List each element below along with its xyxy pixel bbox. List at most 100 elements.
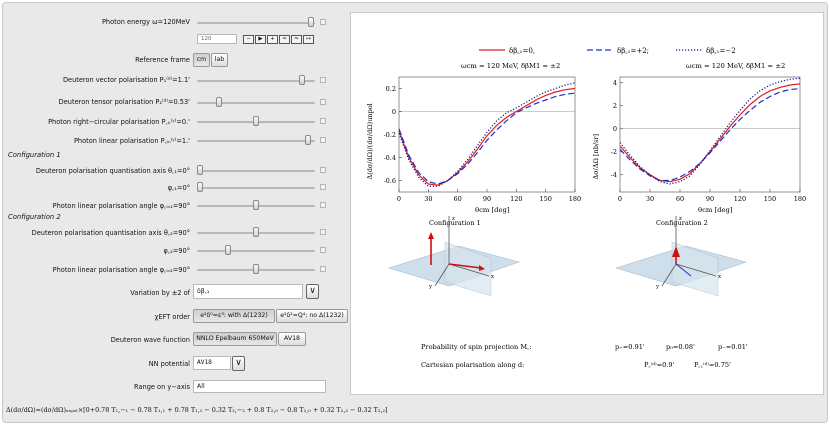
nn-potential-select[interactable]: AV18 xyxy=(193,356,231,370)
p-zero-value: p₀=0.08' xyxy=(666,343,695,351)
top-sliders-label-1: Deuteron tensor polarisation P₂⁽ᵈ⁾=0.53' xyxy=(58,98,190,106)
top-sliders-expand-icon-2[interactable] xyxy=(320,118,326,124)
y-range-label: Range on y−axis xyxy=(134,383,190,391)
top-sliders-slider-1[interactable] xyxy=(197,102,315,104)
photon-energy-value-field[interactable]: 120 xyxy=(197,34,237,44)
c1-sliders-slider-1[interactable] xyxy=(197,187,315,189)
c1-sliders-thumb-2[interactable] xyxy=(252,200,259,210)
top-sliders-expand-icon-3[interactable] xyxy=(320,137,326,143)
c2-sliders-expand-icon-0[interactable] xyxy=(320,229,326,235)
variation-dropdown-icon[interactable]: ∨ xyxy=(306,284,319,299)
chart1-xtick-label-5: 150 xyxy=(764,195,776,203)
top-sliders-label-3: Photon linear polarisation P꜀ᵢₙ⁽ʸ⁾=1.' xyxy=(73,137,190,145)
animator-button-3[interactable]: ≈ xyxy=(279,35,290,44)
top-sliders-label-0: Deuteron vector polarisation P₁⁽ᵈ⁾=1.1' xyxy=(62,76,190,84)
config2-photon-arrow xyxy=(675,263,692,277)
p-minus-value: p₋=0.01' xyxy=(718,343,748,351)
eft-order-with-delta-button[interactable]: e²δ⁰=ε³: with Δ(1232) xyxy=(193,309,275,323)
config1-spin-arrowhead xyxy=(428,232,434,239)
pz-value: P꜀⁽ᵈ⁾=0.9' xyxy=(644,361,675,369)
chart0-series-1-line xyxy=(398,92,576,185)
chart0-ytick-label-4: 0.2 xyxy=(386,85,396,93)
polarisation-formula: Δ(dσ/dΩ)=(dσ/dΩ)ᵤₙₚₒₗ×[0+0.78 T₁,−₁ − 0.… xyxy=(6,406,388,414)
c2-sliders-slider-1[interactable] xyxy=(197,250,315,252)
top-sliders-slider-3[interactable] xyxy=(197,140,315,142)
config2-heading: Configuration 2 xyxy=(8,213,61,221)
frame-lab-button[interactable]: lab xyxy=(211,53,228,67)
c2-sliders-thumb-2[interactable] xyxy=(252,264,259,274)
c2-sliders-expand-icon-1[interactable] xyxy=(320,247,326,253)
config1-heading: Configuration 1 xyxy=(8,151,61,159)
legend-label-0: δβ꜀₁=0, xyxy=(509,47,535,55)
config1-z-label: z xyxy=(452,216,455,222)
photon-energy-label: Photon energy ω=120MeV xyxy=(101,18,190,26)
photon-energy-thumb[interactable] xyxy=(308,17,314,27)
c2-sliders-thumb-0[interactable] xyxy=(252,227,259,237)
photon-energy-slider[interactable] xyxy=(197,22,315,24)
wave-function-av18-button[interactable]: AV18 xyxy=(278,332,306,346)
config2-y-axis xyxy=(661,263,677,287)
chart0-ytick-label-1: -0.4 xyxy=(383,154,396,162)
c2-sliders-thumb-1[interactable] xyxy=(224,245,231,255)
eft-order-no-delta-button[interactable]: e²δ²=Q⁴: no Δ(1232) xyxy=(276,309,348,323)
c2-sliders-expand-icon-2[interactable] xyxy=(320,266,326,272)
chart1-xtick-label-4: 120 xyxy=(734,195,746,203)
top-sliders-thumb-1[interactable] xyxy=(215,97,222,107)
legend-label-2: δβ꜀₁=−2 xyxy=(706,47,736,55)
animator-button-2[interactable]: + xyxy=(267,35,278,44)
chart1-xlabel: θcm [deg] xyxy=(698,206,733,214)
top-sliders-thumb-0[interactable] xyxy=(299,75,306,85)
c1-sliders-label-2: Photon linear polarisation angle φ꜀ᵢₙ₁=9… xyxy=(52,202,190,210)
c1-sliders-expand-icon-2[interactable] xyxy=(320,202,326,208)
chart0-series-0-line xyxy=(398,87,576,186)
top-sliders-thumb-2[interactable] xyxy=(252,116,259,126)
wave-function-nnlo-button[interactable]: NNLO Epelbaum 650MeV xyxy=(193,332,277,346)
frame-cm-button[interactable]: cm xyxy=(193,53,210,67)
chart1-ytick-label-1: -2 xyxy=(611,148,617,156)
top-sliders-label-2: Photon right−circular polarisation P꜀ᵢᵣ⁽… xyxy=(48,118,190,126)
wave-function-label: Deuteron wave function xyxy=(110,336,190,344)
animator-button-5[interactable]: ↦ xyxy=(303,35,314,44)
chart1-series-1-line xyxy=(619,87,801,182)
output-graphics: δβ꜀₁=0, δβ꜀₁=+2; δβ꜀₁=−2 ωcm = 120 MeV, δβM… xyxy=(366,47,806,369)
animator-button-4[interactable]: ≈ xyxy=(291,35,302,44)
reference-frame-label: Reference frame xyxy=(135,56,190,64)
chart1-ytick-label-3: 2 xyxy=(613,102,617,110)
eft-order-label: χEFT order xyxy=(154,313,190,321)
config1-x-label: x xyxy=(491,274,495,280)
c1-sliders-expand-icon-0[interactable] xyxy=(320,167,326,173)
c1-sliders-thumb-1[interactable] xyxy=(197,182,203,192)
chart1-xtick-label-0: 0 xyxy=(618,195,622,203)
top-sliders-slider-0[interactable] xyxy=(197,80,315,82)
animator-button-0[interactable]: − xyxy=(243,35,254,44)
top-sliders-expand-icon-1[interactable] xyxy=(320,99,326,105)
config1-vertical-plane xyxy=(444,241,492,297)
chart0-ytick-label-2: -0.2 xyxy=(383,131,396,139)
c1-sliders-thumb-0[interactable] xyxy=(197,165,203,175)
variation-select[interactable]: δβ꜀₁ xyxy=(193,284,303,299)
config2-x-axis xyxy=(675,263,717,277)
config1-photon-arrow xyxy=(448,263,482,269)
nn-potential-dropdown-icon[interactable]: ∨ xyxy=(232,356,245,371)
chart1-ylabel: Δσ/ΔΩ [nb/sr] xyxy=(592,134,600,180)
c1-sliders-label-0: Deuteron polarisation quantisation axis … xyxy=(35,167,190,175)
c1-sliders-slider-0[interactable] xyxy=(197,170,315,172)
c2-sliders-label-1: φ꜀₂=90° xyxy=(163,247,191,255)
top-sliders-thumb-3[interactable] xyxy=(304,135,311,145)
chart0-ylabel: Δ(dσ/dΩ)/(dσ/dΩ)unpol xyxy=(366,103,374,179)
config2-y-label: y xyxy=(655,284,660,290)
chart1-frame xyxy=(619,76,801,193)
c1-sliders-expand-icon-1[interactable] xyxy=(320,184,326,190)
config1-x-axis xyxy=(448,263,490,277)
chart0-ytick-label-0: -0.6 xyxy=(383,177,396,185)
photon-energy-expand-icon[interactable] xyxy=(320,19,326,25)
config1-photon-arrowhead xyxy=(479,265,485,271)
config2-z-label: z xyxy=(679,216,682,222)
animator-button-1[interactable]: ▶ xyxy=(255,35,266,44)
y-range-input[interactable]: All xyxy=(193,380,326,393)
top-sliders-expand-icon-0[interactable] xyxy=(320,77,326,83)
c2-sliders-label-0: Deuteron polarisation quantisation axis … xyxy=(31,229,190,237)
chart1-xtick-label-2: 60 xyxy=(676,195,684,203)
p-plus-value: p₊=0.91' xyxy=(615,343,645,351)
output-panel: δβ꜀₁=0, δβ꜀₁=+2; δβ꜀₁=−2 ωcm = 120 MeV, δβM… xyxy=(350,12,824,395)
